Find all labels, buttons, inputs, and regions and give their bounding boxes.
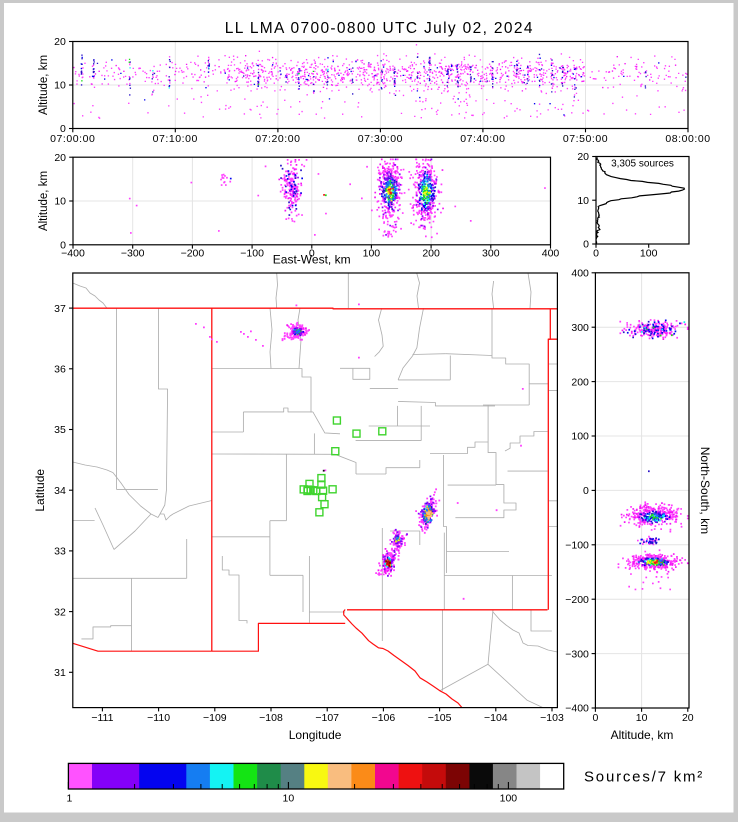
svg-text:10: 10: [283, 793, 295, 805]
svg-text:07:50:00: 07:50:00: [563, 133, 608, 145]
svg-text:07:00:00: 07:00:00: [50, 133, 95, 145]
svg-text:East-West, km: East-West, km: [273, 253, 351, 267]
svg-text:0: 0: [60, 123, 66, 135]
svg-text:0: 0: [583, 239, 589, 251]
svg-text:31: 31: [54, 667, 66, 679]
svg-text:Sources/7 km²: Sources/7 km²: [584, 769, 704, 786]
svg-text:300: 300: [482, 248, 500, 260]
svg-text:−300: −300: [121, 248, 145, 260]
svg-text:36: 36: [54, 364, 66, 376]
svg-text:Longitude: Longitude: [289, 728, 342, 742]
svg-text:−400: −400: [61, 248, 85, 260]
svg-text:400: 400: [571, 268, 589, 280]
svg-text:34: 34: [54, 485, 66, 497]
svg-text:07:10:00: 07:10:00: [153, 133, 198, 145]
svg-text:20: 20: [54, 36, 66, 48]
svg-text:08:00:00: 08:00:00: [665, 133, 710, 145]
svg-text:−200: −200: [181, 248, 205, 260]
svg-text:10: 10: [54, 80, 66, 92]
svg-text:10: 10: [577, 195, 589, 207]
svg-text:0: 0: [592, 712, 598, 724]
svg-text:−108: −108: [259, 712, 283, 724]
svg-text:200: 200: [571, 376, 589, 388]
svg-text:20: 20: [682, 712, 694, 724]
svg-text:−300: −300: [565, 648, 589, 660]
svg-text:−400: −400: [565, 703, 589, 715]
svg-text:1: 1: [66, 793, 72, 805]
svg-text:0: 0: [583, 485, 589, 497]
svg-text:LL LMA 0700-0800 UTC July 02,: LL LMA 0700-0800 UTC July 02, 2024: [225, 20, 534, 37]
svg-text:−110: −110: [147, 712, 170, 724]
svg-text:20: 20: [577, 151, 589, 163]
svg-text:10: 10: [54, 196, 66, 208]
svg-text:20: 20: [54, 152, 66, 164]
svg-text:37: 37: [54, 303, 66, 315]
svg-text:32: 32: [54, 606, 66, 618]
svg-text:100: 100: [500, 793, 518, 805]
svg-text:−107: −107: [315, 712, 339, 724]
svg-text:100: 100: [571, 431, 589, 443]
svg-text:−104: −104: [484, 712, 508, 724]
svg-text:3,305 sources: 3,305 sources: [611, 159, 674, 170]
svg-text:Altitude, km: Altitude, km: [38, 171, 50, 231]
svg-text:0: 0: [593, 248, 599, 260]
svg-text:100: 100: [640, 248, 658, 260]
svg-text:Altitude, km: Altitude, km: [38, 55, 50, 115]
svg-text:0: 0: [60, 240, 66, 252]
svg-text:Latitude: Latitude: [33, 469, 47, 512]
svg-text:35: 35: [54, 424, 66, 436]
svg-text:−111: −111: [91, 712, 113, 724]
svg-text:−109: −109: [203, 712, 227, 724]
svg-text:0: 0: [309, 248, 315, 260]
svg-text:33: 33: [54, 546, 66, 558]
svg-text:−100: −100: [240, 248, 264, 260]
svg-text:North-South, km: North-South, km: [698, 447, 712, 534]
svg-text:400: 400: [542, 248, 560, 260]
svg-text:07:20:00: 07:20:00: [255, 133, 300, 145]
svg-text:100: 100: [363, 248, 381, 260]
svg-text:−106: −106: [372, 712, 396, 724]
svg-text:−103: −103: [540, 712, 564, 724]
svg-text:10: 10: [636, 712, 648, 724]
svg-text:07:30:00: 07:30:00: [358, 133, 403, 145]
svg-text:−105: −105: [428, 712, 452, 724]
svg-text:−100: −100: [565, 540, 589, 552]
svg-text:Altitude, km: Altitude, km: [611, 728, 674, 742]
svg-text:300: 300: [571, 322, 589, 334]
svg-text:−200: −200: [565, 594, 589, 606]
svg-text:200: 200: [422, 248, 440, 260]
svg-text:07:40:00: 07:40:00: [460, 133, 505, 145]
